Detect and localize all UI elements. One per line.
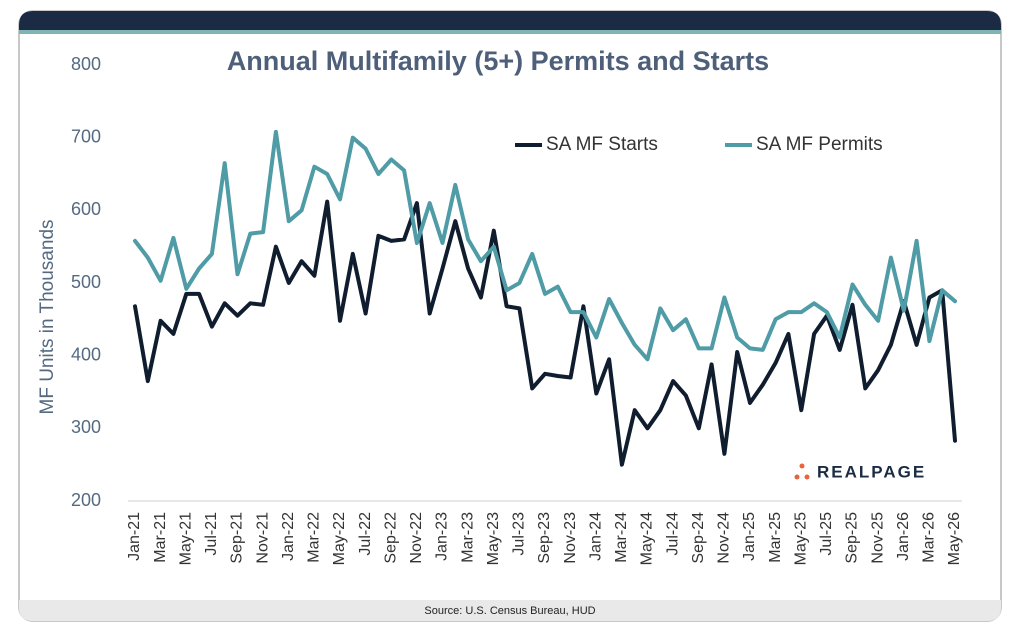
source: Source: U.S. Census Bureau, HUD [424, 605, 595, 617]
legend-label: SA MF Permits [756, 134, 883, 155]
x-tick-label: Jan-23 [434, 512, 451, 561]
logo: REALPAGE [817, 462, 926, 481]
x-tick-label: Sep-24 [690, 512, 707, 564]
x-tick-label: Nov-23 [562, 512, 579, 564]
x-tick-label: Nov-22 [408, 512, 425, 564]
x-tick-label: May-21 [177, 512, 194, 565]
header-bar [19, 11, 1001, 32]
x-tick-label: Jul-22 [357, 512, 374, 556]
x-tick-label: Sep-22 [382, 512, 399, 564]
footer [19, 600, 1001, 621]
x-tick-label: Mar-22 [306, 512, 323, 563]
x-tick-label: Jan-26 [895, 512, 912, 561]
x-tick-label: Mar-25 [767, 512, 784, 563]
y-tick-label: 700 [71, 126, 101, 146]
x-tick-label: Sep-23 [536, 512, 553, 564]
x-tick-label: Jul-24 [664, 512, 681, 556]
y-tick-label: 500 [71, 272, 101, 292]
x-tick-label: May-23 [485, 512, 502, 565]
series-line [133, 199, 957, 467]
y-tick-label: 600 [71, 199, 101, 219]
x-tick-label: Jan-21 [126, 512, 143, 561]
x-tick-label: May-24 [639, 512, 656, 565]
chart-title: Annual Multifamily (5+) Permits and Star… [227, 46, 769, 76]
x-tick-label: Jul-23 [511, 512, 528, 556]
series-line [133, 129, 957, 362]
y-tick-label: 400 [71, 344, 101, 364]
x-tick-label: Sep-25 [844, 512, 861, 564]
x-tick-label: Nov-24 [716, 512, 733, 564]
x-tick-label: Sep-21 [229, 512, 246, 564]
x-tick-label: Mar-26 [921, 512, 938, 563]
x-tick-label: May-26 [946, 512, 963, 565]
x-tick-label: Mar-23 [459, 512, 476, 563]
y-tick-label: 800 [71, 54, 101, 74]
x-tick-label: Nov-21 [254, 512, 271, 564]
x-tick-label: May-22 [331, 512, 348, 565]
x-tick-label: Jul-25 [818, 512, 835, 556]
x-tick-label: Jan-25 [741, 512, 758, 561]
x-tick-label: Mar-24 [613, 512, 630, 563]
y-tick-label: 300 [71, 417, 101, 437]
y-axis-label: MF Units in Thousands [37, 219, 58, 414]
x-tick-label: Jan-24 [587, 512, 604, 561]
logo-dots [794, 463, 810, 480]
y-tick-label: 200 [71, 490, 101, 510]
x-tick-label: Mar-21 [152, 512, 169, 563]
x-tick-label: Jan-22 [280, 512, 297, 561]
x-tick-label: Jul-21 [203, 512, 220, 556]
header-stripe [19, 30, 1001, 34]
x-tick-label: May-25 [792, 512, 809, 565]
legend-label: SA MF Starts [546, 134, 658, 155]
x-tick-label: Nov-25 [869, 512, 886, 564]
